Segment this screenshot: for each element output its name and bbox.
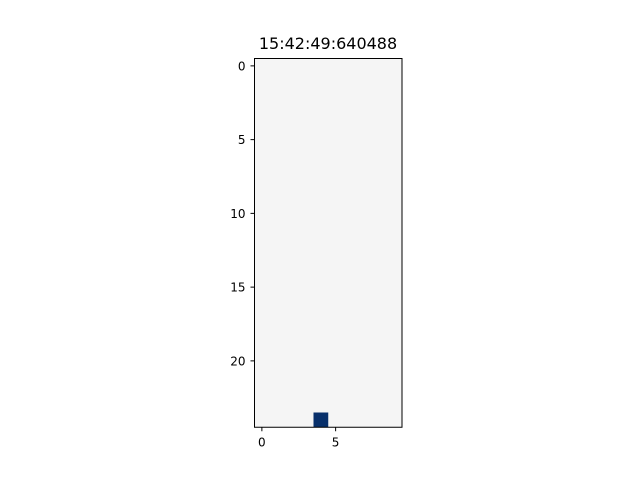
heatmap-cells — [313, 412, 329, 428]
y-tick-label-3: 15 — [230, 281, 245, 295]
x-tick-label-1: 5 — [332, 435, 340, 449]
y-tick-label-2: 10 — [230, 207, 245, 221]
y-tick-label-0: 0 — [238, 59, 246, 73]
y-tick-label-4: 20 — [230, 354, 245, 368]
plot-frame — [254, 58, 403, 428]
chart-title: 15:42:49:640488 — [259, 34, 397, 53]
y-axis: 0 5 10 15 20 — [230, 59, 255, 368]
y-tick-label-1: 5 — [238, 133, 246, 147]
x-tick-label-0: 0 — [258, 435, 266, 449]
plot-area — [254, 58, 402, 428]
heatmap-cell-0 — [313, 412, 329, 428]
